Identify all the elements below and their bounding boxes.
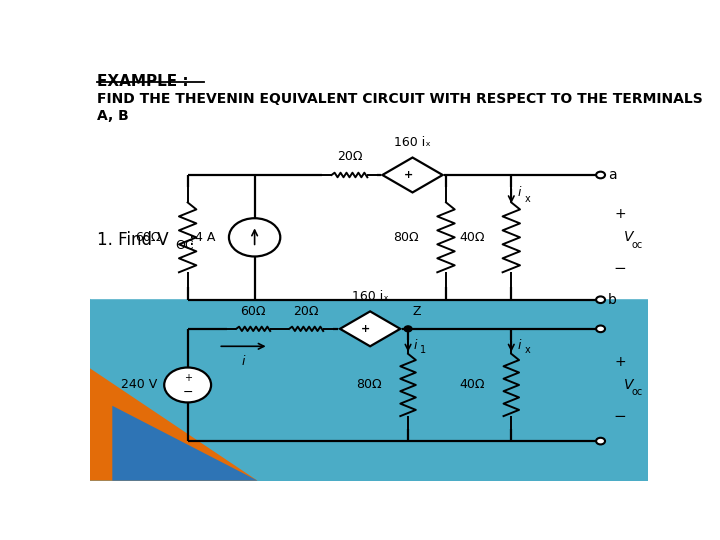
Polygon shape [112,406,258,481]
Text: 160 iₓ: 160 iₓ [352,289,389,302]
Polygon shape [340,312,400,346]
Text: −: − [182,386,193,399]
Polygon shape [382,158,443,192]
Text: 40Ω: 40Ω [459,379,485,392]
Text: 1: 1 [420,346,426,355]
Text: a: a [608,168,616,182]
Text: EXAMPLE :: EXAMPLE : [96,74,189,89]
Text: i: i [242,355,246,368]
Text: +: + [403,170,413,180]
Text: A, B: A, B [96,109,128,123]
Polygon shape [90,368,258,481]
Text: −: − [613,409,626,424]
Text: OC: OC [175,239,194,252]
Text: 4 A: 4 A [195,231,215,244]
Text: 240 V: 240 V [121,379,157,392]
Circle shape [404,326,412,332]
Text: 1. Find V: 1. Find V [96,231,168,249]
Text: Z: Z [413,305,421,318]
Circle shape [596,172,605,178]
Text: i: i [518,339,521,352]
Circle shape [596,438,605,444]
Text: i: i [413,339,417,352]
Text: +: + [614,355,626,369]
Text: x: x [525,194,531,204]
Text: 40Ω: 40Ω [459,231,485,244]
Text: oc: oc [631,240,642,250]
Text: x: x [525,346,531,355]
Bar [90,65,648,298]
Text: 60Ω: 60Ω [135,231,161,244]
Text: 80Ω: 80Ω [356,379,382,392]
Text: 80Ω: 80Ω [394,231,419,244]
Text: V: V [624,378,634,392]
Text: V: V [624,231,634,245]
Circle shape [164,368,211,402]
Text: 20Ω: 20Ω [337,150,362,163]
Text: +: + [361,324,370,334]
Text: :: : [189,231,195,249]
Text: 20Ω: 20Ω [294,305,319,318]
Text: b: b [608,293,617,307]
Text: +: + [184,373,192,383]
Text: FIND THE THEVENIN EQUIVALENT CIRCUIT WITH RESPECT TO THE TERMINALS: FIND THE THEVENIN EQUIVALENT CIRCUIT WIT… [96,92,703,106]
Bar [90,298,648,481]
Text: 60Ω: 60Ω [240,305,266,318]
Text: +: + [614,207,626,221]
Circle shape [596,326,605,332]
Circle shape [229,218,280,256]
Circle shape [596,296,605,303]
Text: 160 iₓ: 160 iₓ [394,136,431,149]
Text: oc: oc [631,388,642,397]
Text: −: − [613,261,626,276]
Text: i: i [518,186,521,199]
